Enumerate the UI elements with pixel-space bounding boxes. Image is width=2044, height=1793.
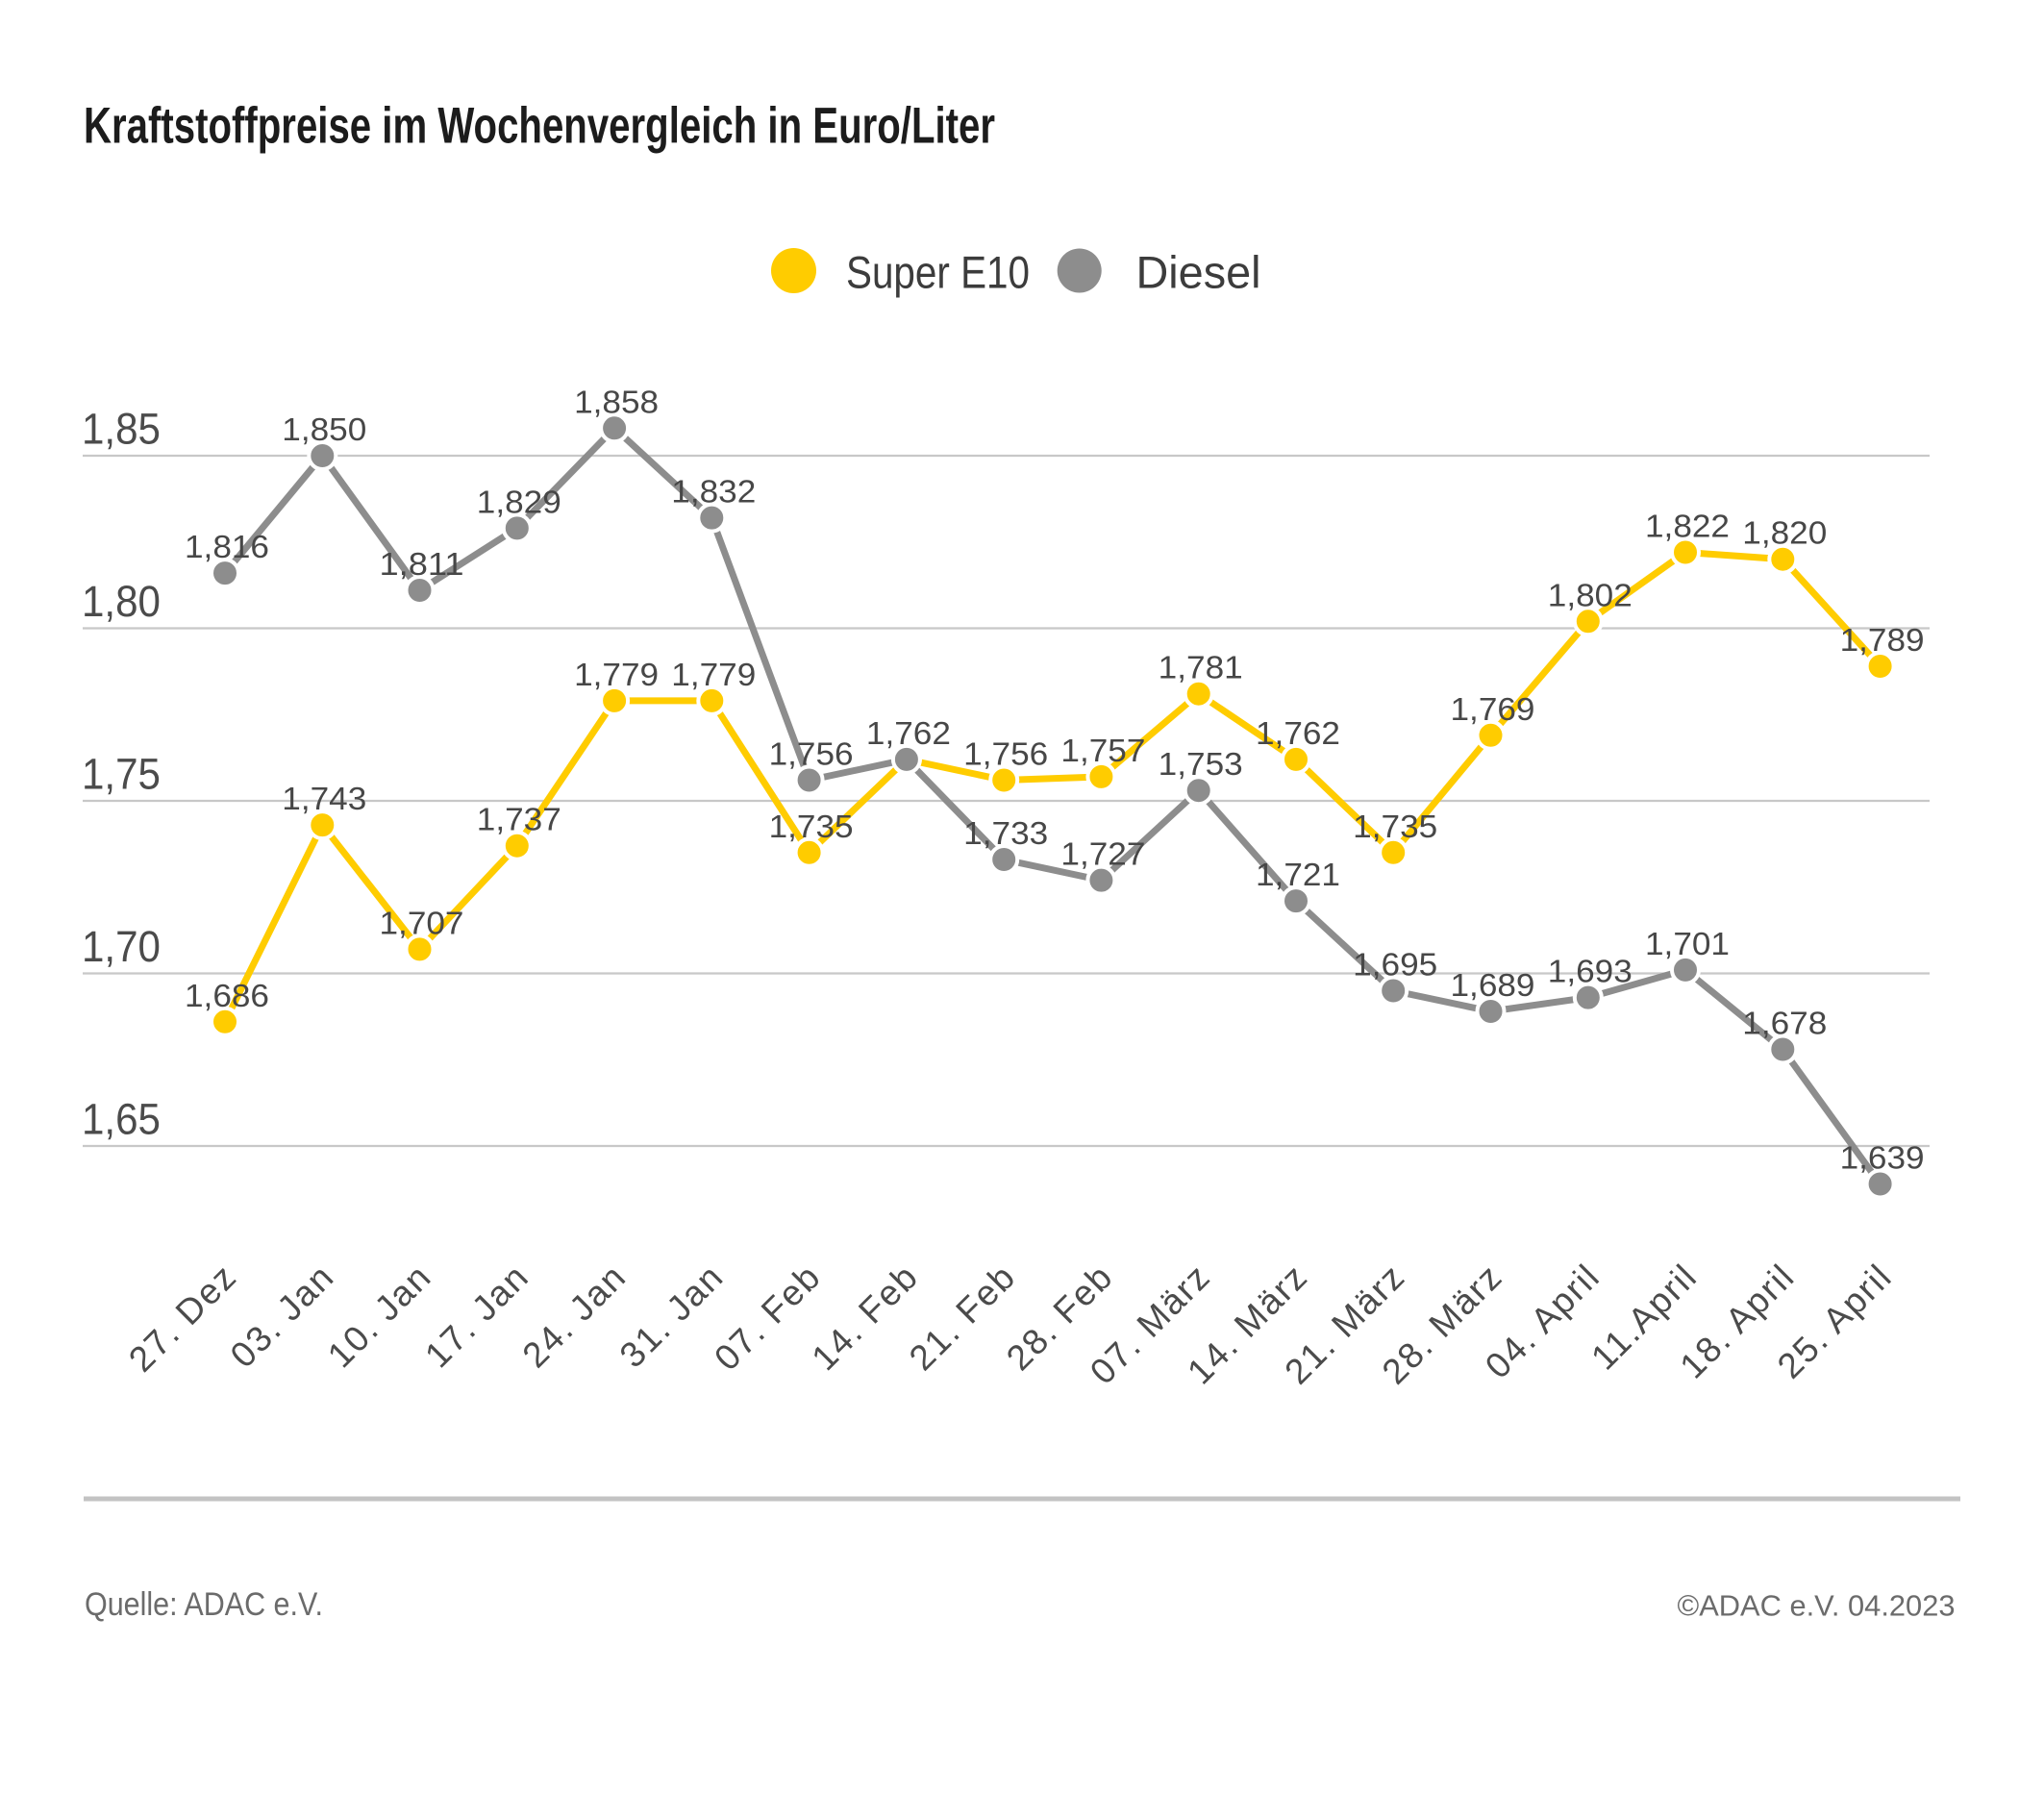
svg-text:1,756: 1,756: [769, 736, 854, 772]
svg-text:1,735: 1,735: [769, 809, 854, 844]
svg-text:1,727: 1,727: [1060, 836, 1145, 872]
svg-text:1,811: 1,811: [380, 546, 464, 582]
svg-text:1,802: 1,802: [1548, 577, 1633, 612]
svg-text:1,639: 1,639: [1840, 1140, 1925, 1176]
svg-text:1,757: 1,757: [1060, 733, 1145, 768]
svg-text:1,75: 1,75: [82, 750, 161, 799]
svg-text:1,858: 1,858: [574, 384, 659, 419]
svg-text:1,832: 1,832: [671, 474, 756, 510]
svg-text:Quelle: ADAC e.V.: Quelle: ADAC e.V.: [85, 1586, 323, 1623]
svg-text:1,70: 1,70: [82, 922, 161, 971]
svg-text:1,80: 1,80: [82, 577, 161, 626]
svg-text:1,756: 1,756: [963, 736, 1048, 772]
svg-text:1,689: 1,689: [1451, 967, 1535, 1003]
svg-text:1,735: 1,735: [1353, 809, 1437, 844]
svg-text:1,781: 1,781: [1159, 650, 1243, 685]
svg-text:1,779: 1,779: [574, 657, 659, 692]
svg-text:1,779: 1,779: [671, 657, 756, 692]
svg-text:1,850: 1,850: [282, 411, 366, 447]
svg-text:1,816: 1,816: [185, 529, 269, 564]
svg-text:1,85: 1,85: [82, 405, 161, 454]
svg-text:1,829: 1,829: [477, 484, 561, 519]
svg-text:Diesel: Diesel: [1136, 247, 1261, 298]
svg-text:1,701: 1,701: [1645, 926, 1730, 961]
svg-text:1,721: 1,721: [1256, 857, 1340, 892]
svg-text:1,695: 1,695: [1353, 947, 1437, 983]
svg-text:1,733: 1,733: [963, 815, 1048, 851]
svg-text:©ADAC e.V. 04.2023: ©ADAC e.V. 04.2023: [1678, 1590, 1956, 1623]
svg-text:1,762: 1,762: [866, 715, 951, 751]
svg-text:1,678: 1,678: [1742, 1006, 1827, 1041]
svg-text:1,743: 1,743: [282, 781, 366, 816]
svg-text:1,769: 1,769: [1451, 691, 1535, 727]
svg-text:1,693: 1,693: [1548, 954, 1633, 989]
svg-text:1,753: 1,753: [1159, 746, 1243, 782]
svg-text:1,762: 1,762: [1256, 715, 1340, 751]
svg-text:1,686: 1,686: [185, 978, 269, 1013]
svg-text:1,707: 1,707: [380, 905, 464, 940]
svg-text:1,737: 1,737: [477, 802, 561, 837]
svg-text:Super E10: Super E10: [846, 247, 1030, 298]
svg-text:1,789: 1,789: [1840, 622, 1925, 658]
svg-text:Kraftstoffpreise im Wochenverg: Kraftstoffpreise im Wochenvergleich in E…: [84, 98, 995, 155]
svg-text:1,820: 1,820: [1742, 515, 1827, 551]
svg-text:1,822: 1,822: [1645, 509, 1730, 544]
svg-text:1,65: 1,65: [82, 1095, 161, 1144]
